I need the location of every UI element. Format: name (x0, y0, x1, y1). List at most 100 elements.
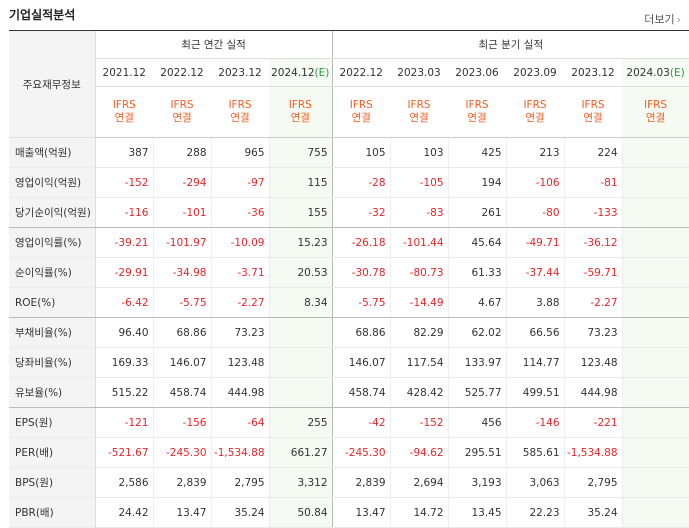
period-label: 2023.06 (455, 66, 499, 79)
table-cell: 458.74 (331, 377, 391, 408)
more-button[interactable]: 더보기 › (644, 11, 681, 27)
table-cell: -42 (331, 407, 391, 438)
table-cell: 68.86 (152, 317, 211, 348)
table-cell: 387 (94, 137, 153, 168)
table-cell: -32 (331, 197, 391, 228)
table-cell: 146.07 (331, 347, 391, 378)
row-label: ROE(%) (9, 287, 96, 318)
table-cell: -36.12 (563, 227, 623, 258)
table-cell: -116 (94, 197, 153, 228)
table-cell: 13.45 (447, 497, 507, 528)
row-label: PBR(배) (9, 497, 96, 528)
period-label: 2023.03 (397, 66, 441, 79)
period-header: 2023.09 (506, 58, 565, 87)
estimate-suffix: (E) (669, 66, 685, 79)
table-row: BPS(원) 2,586 2,839 2,795 3,312 2,839 2,694 3,19… (9, 467, 689, 498)
table-cell: 123.48 (563, 347, 623, 378)
table-cell (621, 167, 689, 198)
table-cell: 146.07 (152, 347, 211, 378)
basis-scope: 연결 (583, 112, 603, 124)
basis-standard: IFRS (407, 99, 431, 111)
table-cell: 194 (447, 167, 507, 198)
basis-scope: 연결 (230, 112, 250, 124)
table-cell (268, 317, 333, 348)
table-cell: 96.40 (94, 317, 153, 348)
table-row: ROE(%) -6.42 -5.75 -2.27 8.34 -5.75 -14.49 4.67… (9, 287, 689, 318)
table-cell: -121 (94, 407, 153, 438)
table-cell: -1,534.88 (210, 437, 269, 468)
row-label: 부채비율(%) (9, 317, 96, 348)
table-cell: 155 (268, 197, 333, 228)
table-cell: 66.56 (505, 317, 565, 348)
table-cell: 444.98 (210, 377, 269, 408)
period-label: 2024.03 (626, 66, 670, 79)
table-cell: -101.44 (389, 227, 449, 258)
period-label: 2022.12 (160, 66, 204, 79)
period-header: 2022.12 (331, 58, 391, 87)
period-label: 2023.09 (513, 66, 557, 79)
basis-label: IFRS 연결 (269, 86, 333, 138)
basis-scope: 연결 (525, 112, 545, 124)
table-cell: 755 (268, 137, 333, 168)
basis-standard: IFRS (170, 99, 194, 111)
table-cell (621, 407, 689, 438)
table-cell: 15.23 (268, 227, 333, 258)
table-cell: -14.49 (389, 287, 449, 318)
table-cell: 3,193 (447, 467, 507, 498)
table-cell: 73.23 (563, 317, 623, 348)
table-cell: 20.53 (268, 257, 333, 288)
row-header-label: 주요재무정보 (22, 78, 81, 91)
table-cell (621, 467, 689, 498)
basis-label: IFRS 연결 (506, 86, 565, 138)
table-row: PBR(배) 24.42 13.47 35.24 50.84 13.47 14.72 13.4… (9, 497, 689, 528)
table-cell: 965 (210, 137, 269, 168)
table-cell: -28 (331, 167, 391, 198)
table-cell: 14.72 (389, 497, 449, 528)
basis-label: IFRS 연결 (564, 86, 623, 138)
table-cell: -221 (563, 407, 623, 438)
basis-label: IFRS 연결 (331, 86, 391, 138)
basis-label: IFRS 연결 (95, 86, 153, 138)
table-cell: 261 (447, 197, 507, 228)
period-label: 2023.12 (218, 66, 262, 79)
basis-standard: IFRS (523, 99, 547, 111)
table-cell (621, 497, 689, 528)
table-cell: 515.22 (94, 377, 153, 408)
table-cell: 35.24 (210, 497, 269, 528)
table-row: 순이익률(%) -29.91 -34.98 -3.71 20.53 -30.78 -80.7… (9, 257, 689, 288)
table-cell: -59.71 (563, 257, 623, 288)
table-cell: 2,839 (152, 467, 211, 498)
basis-standard: IFRS (112, 99, 136, 111)
basis-scope: 연결 (114, 112, 134, 124)
table-cell: 2,586 (94, 467, 153, 498)
table-cell: 73.23 (210, 317, 269, 348)
quarter-header: 최근 분기 실적 (331, 31, 689, 59)
table-cell: 169.33 (94, 347, 153, 378)
table-cell: -5.75 (152, 287, 211, 318)
chevron-right-icon: › (676, 13, 681, 26)
table-cell: -3.71 (210, 257, 269, 288)
row-label: 매출액(억원) (9, 137, 96, 168)
row-label: 당좌비율(%) (9, 347, 96, 378)
row-label: 당기순이익(억원) (9, 197, 96, 228)
table-cell: -30.78 (331, 257, 391, 288)
table-cell: 8.34 (268, 287, 333, 318)
period-header: 2023.12 (211, 58, 269, 87)
table-cell: -64 (210, 407, 269, 438)
table-cell: 2,694 (389, 467, 449, 498)
table-cell (268, 347, 333, 378)
row-header-cell: 주요재무정보 (9, 31, 96, 138)
table-cell: -152 (389, 407, 449, 438)
table-cell: 105 (331, 137, 391, 168)
table-cell: -1,534.88 (563, 437, 623, 468)
table-cell: 24.42 (94, 497, 153, 528)
table-cell: 288 (152, 137, 211, 168)
table-row: EPS(원) -121 -156 -64 255 -42 -152 456 -146 -221 (9, 407, 689, 438)
table-cell: 123.48 (210, 347, 269, 378)
table-cell: 2,839 (331, 467, 391, 498)
table-cell (621, 347, 689, 378)
table-cell (621, 287, 689, 318)
table-cell: 425 (447, 137, 507, 168)
table-cell: -106 (505, 167, 565, 198)
table-cell: -80.73 (389, 257, 449, 288)
